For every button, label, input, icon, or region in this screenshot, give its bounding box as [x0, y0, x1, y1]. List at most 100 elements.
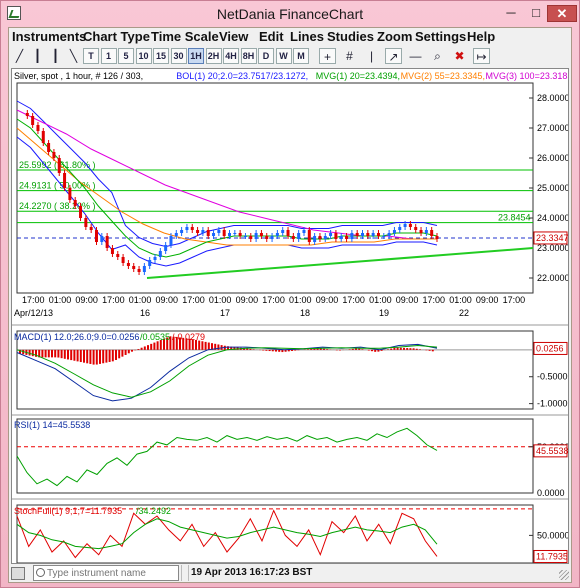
x-date-label: 19 — [379, 308, 389, 318]
candle-body — [265, 236, 269, 239]
candle-body — [339, 236, 343, 239]
status-separator — [181, 565, 189, 581]
candle-body — [164, 245, 168, 251]
timescale-button-10[interactable]: 10 — [135, 48, 152, 64]
maximize-button[interactable]: □ — [532, 5, 540, 20]
stoch-header: StochFull(1) 9;1;7=11.7935 — [14, 506, 122, 516]
y-tick-label: 28.0000 — [537, 93, 568, 103]
menu-chart-type[interactable]: Chart Type — [83, 29, 150, 44]
menu-view[interactable]: View — [219, 29, 249, 44]
timescale-button-t[interactable]: T — [83, 48, 99, 64]
app-client-area: Instruments Chart Type Time Scale View Edit L… — [8, 27, 572, 583]
candle-body — [259, 233, 263, 236]
timescale-button-30[interactable]: 30 — [170, 48, 187, 64]
candle-body — [297, 233, 301, 239]
macd-header: MACD(1) 12.0;26.0;9.0=0.0256 — [14, 332, 139, 342]
candle-body — [148, 260, 152, 266]
bollinger-lower-line — [16, 136, 438, 267]
menu-studies[interactable]: Studies — [327, 29, 374, 44]
candle-body — [345, 236, 349, 239]
resize-grip-icon[interactable] — [559, 570, 569, 580]
timescale-button-d[interactable]: D — [258, 48, 274, 64]
menu-instruments[interactable]: Instruments — [12, 29, 87, 44]
mvg2-line — [16, 127, 437, 246]
close-button[interactable]: ✕ — [547, 5, 577, 22]
candle-body — [174, 233, 178, 236]
vertical-line-icon[interactable]: | — [369, 49, 374, 63]
cursor-icon[interactable]: ↗ — [385, 48, 402, 64]
candle-body — [329, 233, 333, 236]
delete-icon[interactable]: ✖ — [454, 49, 465, 63]
stoch-d-line — [16, 518, 438, 550]
menu-lines[interactable]: Lines — [290, 29, 324, 44]
chart-area[interactable]: Silver, spot , 1 hour, # 126 / 303, BOL(1… — [11, 68, 572, 568]
menu-help[interactable]: Help — [467, 29, 496, 44]
chart-canvas[interactable]: Silver, spot , 1 hour, # 126 / 303, BOL(1… — [12, 69, 572, 568]
crosshair-icon[interactable]: + — [319, 48, 336, 64]
x-date-label: 16 — [140, 308, 150, 318]
candlestick-icon[interactable]: ┃ — [51, 49, 60, 63]
candle-body — [249, 236, 253, 239]
x-time-label: 09:00 — [236, 295, 259, 305]
timescale-button-2h[interactable]: 2H — [205, 48, 222, 64]
candle-body — [254, 233, 258, 239]
timescale-button-15[interactable]: 15 — [153, 48, 169, 64]
menu-zoom[interactable]: Zoom — [377, 29, 413, 44]
menu-time-scale[interactable]: Time Scale — [151, 29, 219, 44]
candle-body — [398, 227, 402, 230]
horizontal-line-icon[interactable]: ― — [409, 49, 422, 63]
timescale-button-8h[interactable]: 8H — [240, 48, 257, 64]
x-time-label: 01:00 — [289, 295, 312, 305]
candle-body — [371, 233, 375, 236]
candle-body — [323, 236, 327, 239]
last-price-label: 23.3347 — [536, 233, 568, 243]
menu-edit[interactable]: Edit — [259, 29, 284, 44]
y-tick-label: 23.0000 — [537, 243, 568, 253]
timescale-button-w[interactable]: W — [275, 48, 292, 64]
x-time-label: 17:00 — [102, 295, 125, 305]
candle-body — [376, 233, 380, 236]
candle-body — [100, 236, 104, 242]
x-time-label: 09:00 — [156, 295, 179, 305]
candle-body — [435, 236, 439, 239]
title-bar[interactable]: NetDania FinanceChart ─ □ ✕ — [1, 1, 579, 27]
timescale-button-1h[interactable]: 1H — [188, 48, 204, 64]
stoch-pane-frame — [16, 504, 534, 564]
macd-pane-frame — [16, 330, 534, 410]
rsi-pane-frame — [16, 418, 534, 494]
candle-body — [403, 224, 407, 227]
candle-body — [79, 206, 83, 218]
status-toggle-button[interactable] — [11, 567, 25, 580]
x-time-label: 17:00 — [342, 295, 365, 305]
menu-settings[interactable]: Settings — [415, 29, 467, 44]
pin-icon[interactable]: ↦ — [473, 48, 490, 64]
candle-body — [105, 236, 109, 248]
candle-body — [63, 173, 67, 188]
trend-line — [146, 247, 534, 279]
timescale-button-m[interactable]: M — [293, 48, 309, 64]
candle-body — [419, 230, 423, 233]
y-tick-label: 22.0000 — [537, 273, 568, 283]
candle-body — [137, 269, 141, 272]
last-value-label: 45.5538 — [536, 446, 568, 456]
bar-chart-icon[interactable]: ┃ — [33, 49, 42, 63]
area-chart-icon[interactable]: ╲ — [69, 49, 78, 63]
instrument-search-input[interactable] — [33, 565, 179, 581]
timescale-button-4h[interactable]: 4H — [223, 48, 239, 64]
line-chart-icon[interactable]: ╱ — [15, 49, 24, 63]
main-chart-header-1: BOL(1) 20;2.0=23.7517/23.1272, — [176, 71, 308, 81]
grid-icon[interactable]: # — [346, 49, 353, 63]
minimize-button[interactable]: ─ — [506, 5, 516, 20]
candle-body — [424, 230, 428, 233]
candle-body — [116, 254, 120, 257]
candle-body — [350, 233, 354, 239]
window-title: NetDania FinanceChart — [216, 6, 364, 22]
timescale-button-1[interactable]: 1 — [100, 48, 117, 64]
x-time-label: 17:00 — [503, 295, 526, 305]
fib-level-label: 24.9131 ( 50.00% ) — [19, 181, 96, 191]
candle-body — [25, 113, 29, 116]
timescale-button-5[interactable]: 5 — [118, 48, 134, 64]
zoom-icon[interactable]: ⌕ — [434, 49, 441, 63]
status-datetime: 19 Apr 2013 16:17:23 BST — [191, 567, 313, 578]
y-tick-label: 27.0000 — [537, 123, 568, 133]
